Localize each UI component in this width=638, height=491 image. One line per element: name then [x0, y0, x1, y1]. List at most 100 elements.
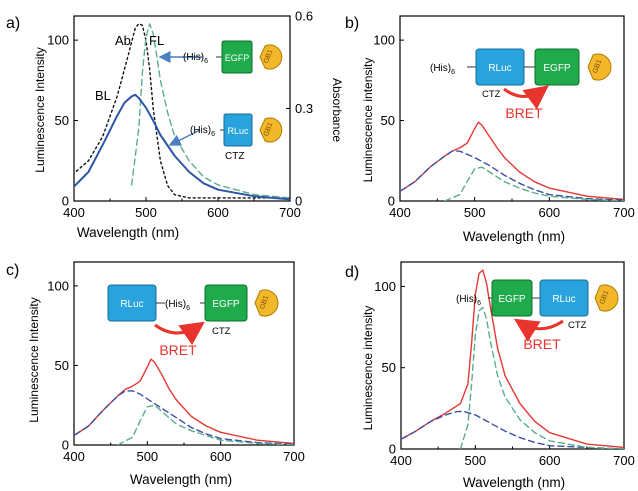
gb1-domain	[594, 284, 619, 312]
bret-label: BRET	[523, 336, 561, 352]
construct-rluc-his-egfp-gb1: RLuc (His)6 EGFP GB1 CTZ BRET	[107, 284, 279, 358]
gb1-label: GB1	[259, 295, 270, 311]
x-tick-label: 500	[135, 205, 157, 220]
series-line-bl	[74, 93, 290, 201]
construct-his-egfp-rluc-gb1: (His)6 EGFP RLuc GB1 CTZ BRET	[456, 279, 619, 352]
fl-annotation: FL	[149, 33, 164, 48]
y2-axis-label: Absorbance	[330, 78, 344, 142]
y-axis-label: Luminescence intensity	[361, 58, 375, 183]
his-tag-label: (His)6	[183, 52, 208, 65]
egfp-domain	[534, 48, 580, 86]
series-line	[400, 150, 624, 201]
rluc-label: RLuc	[120, 299, 143, 310]
gb1-label: GB1	[263, 122, 274, 138]
panel-label: b)	[345, 15, 359, 32]
y-tick-label: 100	[47, 278, 69, 293]
construct-his-rluc-egfp-gb1: (His)6 RLuc EGFP GB1 CTZ BRET	[430, 48, 612, 121]
panel-b: b) 400 500 600 700 0 50 100 Wavelength (nm) Lu…	[345, 15, 635, 244]
y-tick-label: 0	[389, 442, 396, 457]
construct-his-egfp-gb1: (His)6 EGFP GB1	[158, 40, 283, 74]
series-line-ab	[74, 23, 290, 199]
panel-label: d)	[345, 264, 359, 281]
rluc-domain	[223, 113, 253, 147]
egfp-label: EGFP	[543, 63, 571, 74]
egfp-domain	[204, 284, 248, 322]
x-tick-label: 500	[136, 449, 158, 464]
y-tick-label: 50	[55, 113, 69, 128]
his-tag-label: (His)6	[456, 294, 481, 307]
plot-area: 400 500 600 700 0 50 100	[373, 15, 635, 220]
egfp-domain	[221, 40, 253, 74]
y-tick-label: 100	[374, 279, 396, 294]
series-line	[74, 390, 294, 445]
y-tick-label: 50	[381, 113, 395, 128]
x-tick-label: 700	[279, 205, 301, 220]
x-tick-label: 500	[464, 453, 486, 468]
series-line	[444, 166, 624, 201]
gb1-label: GB1	[592, 59, 603, 75]
egfp-label: EGFP	[498, 294, 526, 305]
x-tick-label: 400	[390, 453, 412, 468]
series-line-fl	[130, 23, 290, 199]
x-tick-label: 400	[63, 449, 85, 464]
x-axis-label: Wavelength (nm)	[463, 229, 565, 244]
x-axis-label: Wavelength (nm)	[463, 475, 565, 490]
y-tick-label: 0	[62, 194, 69, 209]
x-axis-label: Wavelength (nm)	[77, 225, 179, 240]
plot-area: 400 500 600 700 0 50 100	[47, 261, 305, 464]
bret-arrow	[503, 85, 549, 110]
x-tick-label: 600	[207, 205, 229, 220]
ctz-label: CTZ	[225, 151, 244, 162]
x-axis-label: Wavelength (nm)	[130, 472, 232, 487]
bret-arrow	[513, 318, 564, 342]
x-tick-label: 400	[389, 205, 411, 220]
construct-his-rluc-gb1: (His)6 RLuc GB1 CTZ	[168, 113, 283, 162]
x-tick-label: 400	[63, 205, 85, 220]
gb1-label: GB1	[263, 49, 274, 65]
y-tick-label: 50	[382, 360, 396, 375]
series-line	[74, 358, 294, 445]
bret-label: BRET	[505, 105, 543, 121]
y-tick-label: 50	[55, 358, 69, 373]
rluc-label: RLuc	[227, 126, 249, 136]
y-tick-label: 0	[62, 438, 69, 453]
panel-label: c)	[6, 262, 19, 279]
panel-label: a)	[6, 15, 20, 32]
y2-tick-label: 0	[295, 194, 302, 209]
ctz-label: CTZ	[568, 320, 587, 331]
y-tick-label: 100	[373, 33, 395, 48]
bl-annotation: BL	[95, 88, 111, 103]
series-line	[400, 121, 624, 201]
arrow-to-bl	[168, 129, 201, 146]
x-tick-label: 600	[210, 449, 232, 464]
series-line	[459, 306, 624, 449]
x-tick-label: 600	[538, 205, 560, 220]
y-axis-label: Luminescence Intensity	[27, 297, 41, 422]
ctz-label: CTZ	[482, 89, 501, 100]
x-tick-label: 700	[613, 453, 635, 468]
x-tick-label: 700	[283, 449, 305, 464]
x-tick-label: 700	[613, 205, 635, 220]
y2-tick-label: 0.3	[295, 101, 313, 116]
ctz-label: CTZ	[212, 326, 231, 337]
axes-frame	[73, 15, 291, 202]
egfp-label: EGFP	[212, 299, 240, 310]
rluc-domain	[539, 279, 589, 317]
rluc-label: RLuc	[488, 63, 511, 74]
bret-label: BRET	[159, 342, 197, 358]
y-axis-label: Luminescence Intensity	[33, 47, 47, 172]
x-tick-label: 600	[539, 453, 561, 468]
x-tick-label: 500	[464, 205, 486, 220]
gb1-label: GB1	[599, 290, 610, 306]
gb1-domain	[259, 117, 283, 143]
rluc-label: RLuc	[552, 294, 575, 305]
ab-annotation: Ab	[115, 33, 131, 48]
panel-c: c) 400 500 600 700 0 50 100 Wavelength (nm) Lu…	[6, 261, 305, 487]
series-line	[401, 410, 624, 449]
gb1-domain	[259, 44, 283, 70]
series-line	[401, 269, 624, 449]
panel-d: d) 400 500 600 700 0 50 100 Wavelength (nm) Lu…	[345, 261, 635, 490]
